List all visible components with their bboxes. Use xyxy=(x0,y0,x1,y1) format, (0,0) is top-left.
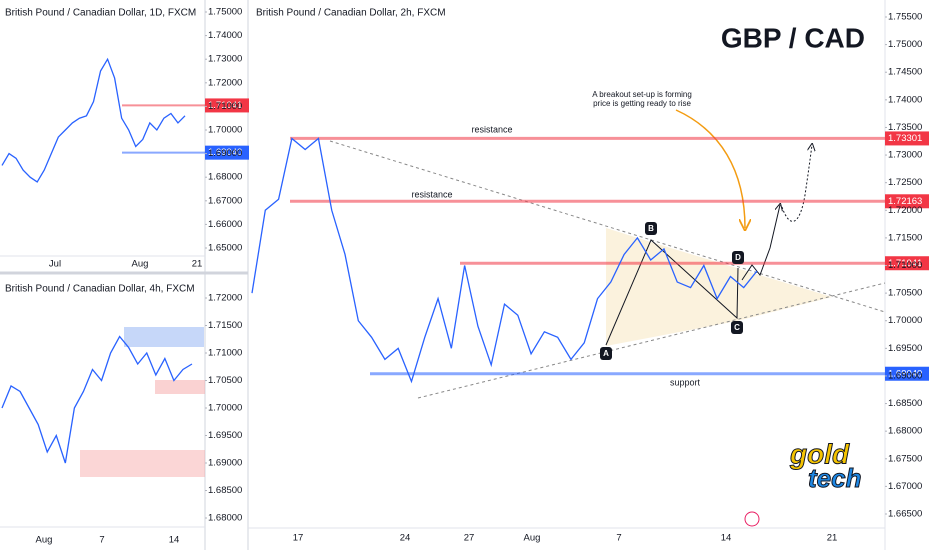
x-tick-label: 24 xyxy=(400,533,411,544)
trend-line xyxy=(329,140,886,313)
x-tick-label: Jul xyxy=(49,259,61,270)
y-tick-label: 1.69000 xyxy=(888,370,922,381)
trend-line xyxy=(417,282,886,399)
y-tick-label: 1.72000 xyxy=(208,293,242,304)
chart-title: British Pound / Canadian Dollar, 1D, FXC… xyxy=(5,8,196,19)
zone-label: support xyxy=(670,377,701,387)
point-label: D xyxy=(735,253,741,262)
y-tick-label: 1.68000 xyxy=(208,513,242,524)
y-tick-label: 1.72000 xyxy=(888,205,922,216)
x-tick-label: 7 xyxy=(99,535,104,546)
y-tick-label: 1.70000 xyxy=(888,315,922,326)
y-tick-label: 1.70500 xyxy=(888,288,922,299)
x-tick-label: 27 xyxy=(464,533,475,544)
price-tag-label: 1.71041 xyxy=(888,258,922,269)
y-tick-label: 1.73000 xyxy=(888,150,922,161)
heading: GBP / CAD xyxy=(721,22,865,53)
price-tag-label: 1.69040 xyxy=(208,147,242,158)
y-tick-label: 1.65000 xyxy=(208,243,242,254)
price-tag xyxy=(885,256,929,271)
y-tick-label: 1.67000 xyxy=(208,195,242,206)
chart-title: British Pound / Canadian Dollar, 2h, FXC… xyxy=(256,8,446,19)
point-label: B xyxy=(648,224,654,233)
zone xyxy=(124,327,204,347)
x-tick-label: 7 xyxy=(616,533,621,544)
zone-label: resistance xyxy=(471,124,512,134)
zone xyxy=(80,450,205,477)
y-tick-label: 1.74000 xyxy=(888,94,922,105)
price-tag-label: 1.72163 xyxy=(888,196,922,207)
y-tick-label: 1.67500 xyxy=(888,453,922,464)
y-tick-label: 1.71000 xyxy=(208,348,242,359)
x-tick-label: Aug xyxy=(36,535,53,546)
point-label: C xyxy=(734,323,740,332)
y-tick-label: 1.75500 xyxy=(888,12,922,23)
x-tick-label: 21 xyxy=(827,533,838,544)
projection xyxy=(781,145,812,222)
y-tick-label: 1.66500 xyxy=(888,509,922,520)
price-tag-label: 1.73301 xyxy=(888,133,922,144)
point-marker xyxy=(731,321,743,334)
annotation: price is getting ready to rise xyxy=(593,99,691,108)
point-marker xyxy=(732,251,744,264)
point-label: A xyxy=(603,349,609,358)
y-tick-label: 1.74000 xyxy=(208,30,242,41)
point-marker xyxy=(600,347,612,360)
zone xyxy=(155,380,205,394)
triangle-pattern xyxy=(606,228,832,346)
price-tag xyxy=(205,98,249,113)
price-line xyxy=(1,57,186,183)
y-tick-label: 1.68000 xyxy=(208,172,242,183)
y-tick-label: 1.73000 xyxy=(208,54,242,65)
y-tick-label: 1.75000 xyxy=(208,7,242,18)
y-tick-label: 1.72000 xyxy=(208,77,242,88)
y-tick-label: 1.68000 xyxy=(888,426,922,437)
callout-arrow xyxy=(675,109,745,228)
projection xyxy=(741,205,780,281)
y-tick-label: 1.71000 xyxy=(888,260,922,271)
price-tag-label: 1.69040 xyxy=(888,368,922,379)
alert-icon[interactable] xyxy=(744,511,760,527)
logo: tech xyxy=(808,463,861,493)
y-tick-label: 1.67000 xyxy=(888,481,922,492)
x-tick-label: 14 xyxy=(169,535,180,546)
y-tick-label: 1.69500 xyxy=(888,343,922,354)
y-tick-label: 1.69500 xyxy=(208,430,242,441)
y-tick-label: 1.70500 xyxy=(208,375,242,386)
y-tick-label: 1.74500 xyxy=(888,67,922,78)
y-tick-label: 1.71500 xyxy=(208,320,242,331)
annotation: A breakout set-up is forming xyxy=(592,90,692,99)
chart-title: British Pound / Canadian Dollar, 4h, FXC… xyxy=(5,284,195,295)
point-marker xyxy=(645,222,657,235)
abcd-path xyxy=(605,239,739,346)
zone-label: resistance xyxy=(411,189,452,199)
y-tick-label: 1.68500 xyxy=(888,398,922,409)
price-tag xyxy=(205,145,249,160)
x-tick-label: 21 xyxy=(192,259,203,270)
y-tick-label: 1.69000 xyxy=(208,458,242,469)
price-line xyxy=(251,137,758,384)
x-tick-label: Aug xyxy=(524,533,541,544)
y-tick-label: 1.69000 xyxy=(208,148,242,159)
price-line xyxy=(1,335,193,464)
y-tick-label: 1.73500 xyxy=(888,122,922,133)
x-tick-label: 14 xyxy=(721,533,732,544)
y-tick-label: 1.75000 xyxy=(888,39,922,50)
y-tick-label: 1.70000 xyxy=(208,125,242,136)
x-tick-label: Aug xyxy=(132,259,149,270)
logo: gold xyxy=(789,438,850,469)
price-tag xyxy=(885,194,929,209)
price-tag-label: 1.71041 xyxy=(208,100,242,111)
price-tag xyxy=(885,131,929,146)
y-tick-label: 1.72500 xyxy=(888,177,922,188)
price-tag xyxy=(885,366,929,381)
x-tick-label: 17 xyxy=(293,533,304,544)
y-tick-label: 1.71000 xyxy=(208,101,242,112)
y-tick-label: 1.70000 xyxy=(208,403,242,414)
y-tick-label: 1.66000 xyxy=(208,219,242,230)
y-tick-label: 1.71500 xyxy=(888,232,922,243)
y-tick-label: 1.68500 xyxy=(208,485,242,496)
